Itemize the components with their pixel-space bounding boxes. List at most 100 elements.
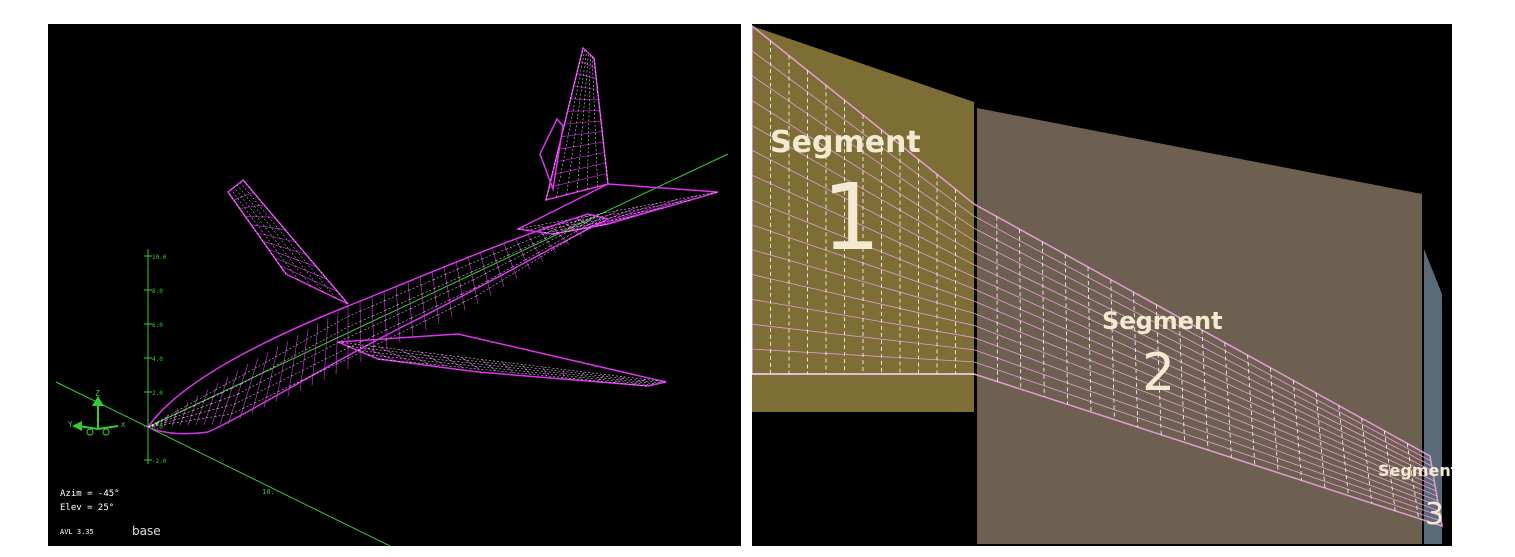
fuselage-stringer (172, 421, 182, 424)
fuselage-stringer (182, 415, 192, 419)
fuselage-stringer (499, 266, 513, 275)
mesh-chord-line (233, 192, 254, 201)
mesh-chord-line (245, 216, 275, 218)
segment-1-label: Segment 1 (770, 125, 921, 271)
wing-spanwise-line (1201, 329, 1209, 451)
fuselage-stringer (156, 424, 165, 426)
fuselage-stringer (347, 311, 361, 317)
fuselage-stringer (506, 244, 519, 250)
fuselage-stringer (471, 266, 484, 273)
fuselage-stringer (302, 364, 315, 371)
wing-spanwise-line (1292, 380, 1302, 481)
fuselage-stringer (231, 383, 242, 389)
fuselage-stringer (313, 358, 326, 366)
fuselage-stringer (213, 392, 223, 398)
fuselage-stringer (460, 279, 474, 286)
mesh-chord-line (419, 351, 446, 367)
ground-tick-label: 10. (262, 488, 275, 496)
wing-chordwise-line (973, 361, 1442, 522)
fuselage-stringer (540, 249, 554, 258)
config-name: base (132, 524, 161, 538)
fuselage (146, 213, 611, 435)
fuselage-stringer (553, 241, 567, 250)
fuselage-stringer (225, 403, 235, 407)
fuselage-stringer (535, 241, 549, 249)
vertical-axis-tick-label: 10.0 (152, 254, 167, 261)
wing-spanwise-line (1270, 367, 1279, 473)
wing-spanwise-line (1156, 304, 1162, 435)
fuselage-stringer (447, 285, 461, 292)
segment-2-word: Segment (1102, 307, 1223, 335)
fuselage-mesh (147, 213, 609, 428)
mesh-chord-line (549, 173, 607, 188)
fuselage-stringer (514, 264, 528, 273)
triad-x-label: X (121, 421, 126, 429)
fuselage-stringer (262, 366, 274, 373)
fuselage-stringer (591, 217, 605, 227)
fuselage-stringer (183, 410, 194, 415)
fuselage-stringer (165, 419, 175, 423)
fuselage-stringer (472, 273, 486, 281)
mesh-span-line (552, 223, 609, 235)
mesh-chord-line (274, 257, 328, 280)
mesh-span-line (576, 52, 589, 193)
segment-3-word: Segment (1378, 461, 1452, 480)
fuselage-stringer (518, 239, 531, 245)
fuselage-stringer (537, 245, 551, 253)
fuselage-stringer (257, 386, 269, 394)
wing-chordwise-line (973, 240, 1433, 472)
fuselage-stringer (337, 326, 349, 333)
vertical-axis-tick-label: 2.0 (152, 390, 163, 397)
fuselage-stringer (281, 365, 294, 372)
fuselage-stringer (192, 406, 203, 411)
fuselage-stringer (437, 308, 451, 315)
fuselage-stringer (525, 252, 539, 260)
wing-spanwise-line (1042, 241, 1045, 397)
fuselage-stringer (487, 273, 501, 282)
fuselage-stringer (527, 256, 541, 266)
fuselage-stringer (206, 416, 215, 419)
mesh-span-line (377, 358, 649, 387)
vertical-axis-tick-label: 0.0 (152, 424, 163, 431)
fuselage-stringer (181, 420, 190, 423)
wing-chordwise-line (973, 288, 1437, 492)
ground-axis-x (55, 381, 391, 546)
fuselage-stringer (285, 345, 297, 352)
mesh-span-line (236, 184, 324, 293)
mesh-chord-line (481, 359, 497, 372)
version-label: AVL 3.35 (60, 528, 94, 536)
fuselage-stringer (422, 297, 436, 304)
wing-spanwise-line (1338, 405, 1349, 496)
wing-spanwise-line (1315, 392, 1326, 489)
fuselage-stringer (165, 416, 176, 421)
fuselage-stringer (469, 258, 482, 265)
wing-spanwise-line (1406, 443, 1419, 519)
mesh-chord-line (591, 202, 659, 228)
mesh-chord-line (561, 131, 603, 137)
fuselage-stringer (578, 225, 592, 234)
mesh-span-line (587, 54, 591, 190)
fuselage-stringer (384, 304, 398, 311)
mesh-span-line (556, 49, 586, 198)
avl-3d-view: 10.0 8.0 6.0 4.0 2.0 0.0 -2.0 10. Z Y (48, 24, 741, 546)
wing-spanwise-line (1133, 292, 1139, 428)
fuselage-stringer (530, 234, 543, 240)
fuselage-stringer (410, 302, 424, 309)
fuselage-stringer (337, 316, 349, 323)
fuselage-stringer (164, 422, 174, 425)
fuselage-stringer (489, 280, 503, 289)
vertical-axis-tick-label: 8.0 (152, 288, 163, 295)
fuselage-stringer (481, 253, 495, 260)
segment-1-word: Segment (770, 125, 921, 160)
fuselage-stringer (189, 418, 199, 421)
mesh-chord-line (251, 224, 286, 230)
fuselage-stringer (457, 263, 470, 270)
fuselage-stringer (314, 348, 327, 355)
far-wing-mesh (227, 179, 349, 305)
fuselage-stringer (336, 347, 349, 354)
fuselage-stringer (435, 291, 449, 298)
fuselage-stringer (566, 233, 580, 242)
wing-vortex-lattice-mesh (752, 25, 1443, 527)
wing-spanwise-line (1247, 355, 1256, 466)
fuselage-stringer (291, 370, 303, 377)
